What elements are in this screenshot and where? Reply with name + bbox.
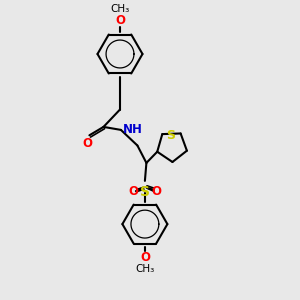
- Text: O: O: [140, 251, 150, 264]
- Text: O: O: [151, 184, 161, 198]
- Text: CH₃: CH₃: [135, 264, 154, 274]
- Text: NH: NH: [123, 123, 143, 136]
- Text: O: O: [128, 184, 139, 198]
- Text: O: O: [82, 137, 92, 150]
- Text: O: O: [115, 14, 125, 27]
- Text: S: S: [140, 184, 150, 199]
- Text: S: S: [166, 129, 175, 142]
- Text: CH₃: CH₃: [110, 4, 130, 14]
